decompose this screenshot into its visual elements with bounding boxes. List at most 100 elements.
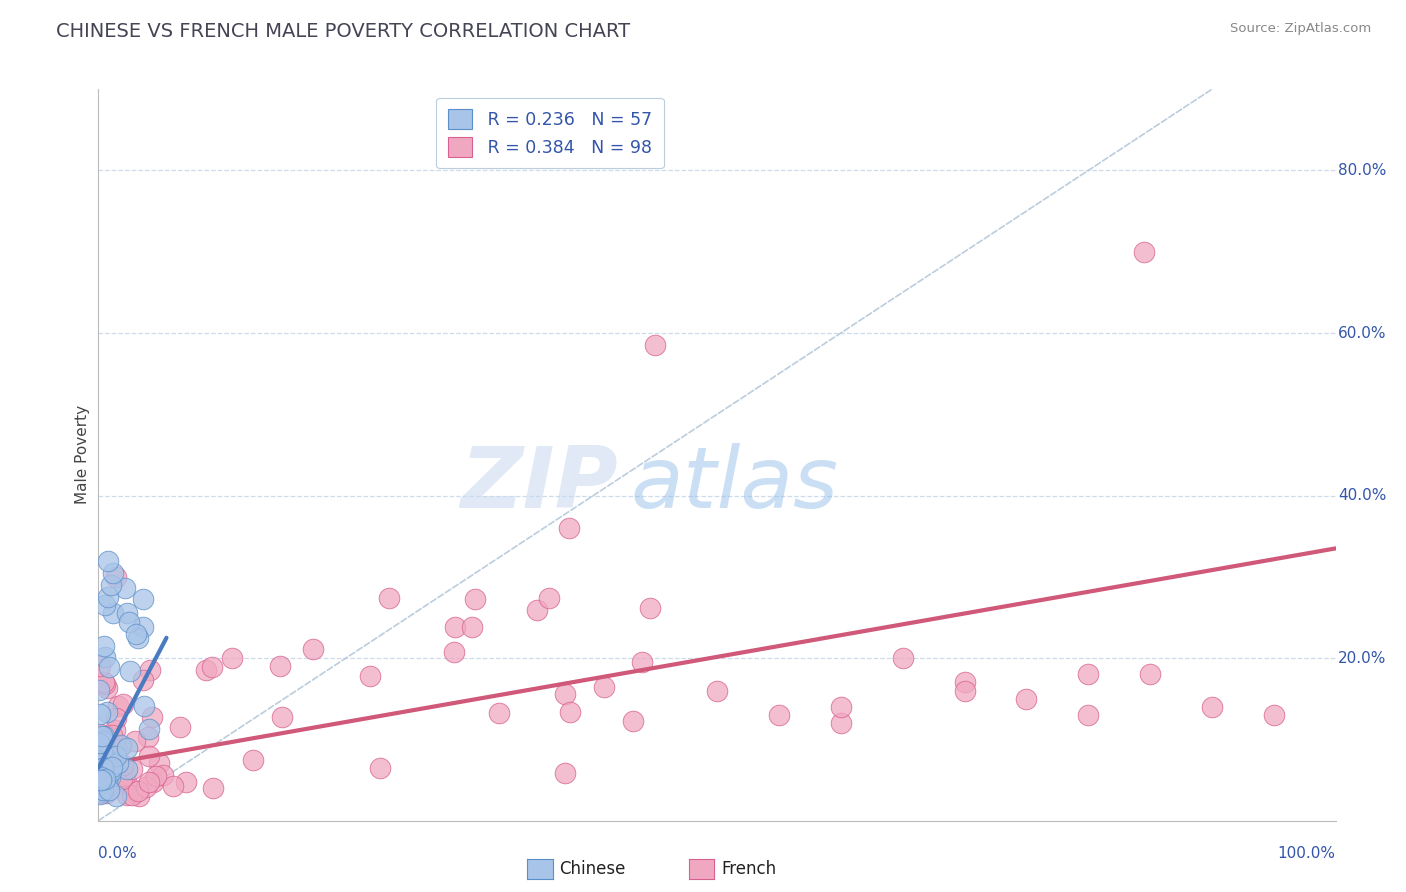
Text: 80.0%: 80.0% xyxy=(1339,163,1386,178)
Text: French: French xyxy=(721,860,776,878)
Point xyxy=(112,758,135,772)
Point xyxy=(89,706,111,721)
Point xyxy=(644,338,666,352)
Point xyxy=(90,773,112,788)
Legend:  R = 0.236   N = 57,  R = 0.384   N = 98: R = 0.236 N = 57, R = 0.384 N = 98 xyxy=(436,98,664,169)
Point xyxy=(91,783,114,797)
Point xyxy=(370,761,392,775)
Point xyxy=(706,683,728,698)
Point xyxy=(91,782,114,797)
Point xyxy=(100,578,122,592)
Point xyxy=(141,710,163,724)
Point xyxy=(557,521,579,535)
Point xyxy=(132,699,155,714)
Point xyxy=(461,620,484,634)
Point xyxy=(93,640,115,654)
Point xyxy=(87,756,110,771)
Text: Chinese: Chinese xyxy=(560,860,626,878)
Point xyxy=(139,663,162,677)
Text: atlas: atlas xyxy=(630,442,838,525)
Point xyxy=(145,769,167,783)
Point xyxy=(90,780,112,795)
Point xyxy=(526,603,548,617)
Point xyxy=(89,747,111,762)
Point xyxy=(110,739,132,754)
Point xyxy=(103,566,125,580)
Point xyxy=(121,788,143,802)
Point xyxy=(169,721,191,735)
Point xyxy=(118,615,141,629)
Point xyxy=(1077,708,1099,723)
Point xyxy=(97,590,120,604)
Point xyxy=(138,723,160,737)
Text: 60.0%: 60.0% xyxy=(1339,326,1386,341)
Point xyxy=(152,768,174,782)
Point xyxy=(301,641,323,656)
Point xyxy=(138,748,160,763)
Point xyxy=(110,738,132,752)
Point xyxy=(537,591,560,606)
Point xyxy=(97,659,120,673)
Text: 0.0%: 0.0% xyxy=(98,847,138,862)
Point xyxy=(148,756,170,771)
Point xyxy=(91,762,114,776)
Point xyxy=(93,674,115,689)
Point xyxy=(93,599,115,613)
Point xyxy=(131,673,153,687)
Point xyxy=(105,710,128,724)
Point xyxy=(271,710,294,724)
Point xyxy=(104,741,127,756)
Point xyxy=(444,620,467,634)
Point xyxy=(96,764,118,779)
Point xyxy=(115,777,138,791)
Point xyxy=(90,771,112,785)
Point xyxy=(89,658,111,673)
Point xyxy=(97,742,120,756)
Point xyxy=(104,723,127,738)
Point xyxy=(91,741,114,756)
Point xyxy=(101,606,124,620)
Point xyxy=(89,777,111,791)
Point xyxy=(91,739,114,754)
Point xyxy=(138,774,160,789)
Point xyxy=(91,761,114,775)
Point xyxy=(96,681,118,696)
Point xyxy=(953,683,976,698)
Point xyxy=(1133,244,1156,259)
Point xyxy=(891,651,914,665)
Text: Source: ZipAtlas.com: Source: ZipAtlas.com xyxy=(1230,22,1371,36)
Point xyxy=(554,765,576,780)
Point xyxy=(132,592,155,607)
Point xyxy=(100,764,122,779)
Point xyxy=(89,787,111,801)
Point xyxy=(90,771,112,785)
Point xyxy=(101,728,124,742)
Point xyxy=(90,772,112,787)
Point xyxy=(127,631,149,645)
Point xyxy=(93,747,115,762)
Point xyxy=(201,781,224,796)
Point xyxy=(94,650,117,665)
Y-axis label: Male Poverty: Male Poverty xyxy=(75,405,90,505)
Point xyxy=(107,699,129,714)
Point xyxy=(443,645,465,659)
Point xyxy=(269,658,291,673)
Point xyxy=(89,755,111,769)
Point xyxy=(830,699,852,714)
Point xyxy=(136,730,159,744)
Point xyxy=(378,591,401,605)
Point xyxy=(93,770,115,784)
Point xyxy=(89,762,111,776)
Point xyxy=(1201,699,1223,714)
Point xyxy=(488,706,510,721)
Point xyxy=(162,779,184,793)
Point xyxy=(87,736,110,750)
Point xyxy=(830,716,852,731)
Point xyxy=(101,759,124,773)
Point xyxy=(87,762,110,776)
Point xyxy=(98,770,121,784)
Point xyxy=(953,675,976,690)
Point xyxy=(87,683,110,698)
Point xyxy=(105,789,128,804)
Point xyxy=(89,785,111,799)
